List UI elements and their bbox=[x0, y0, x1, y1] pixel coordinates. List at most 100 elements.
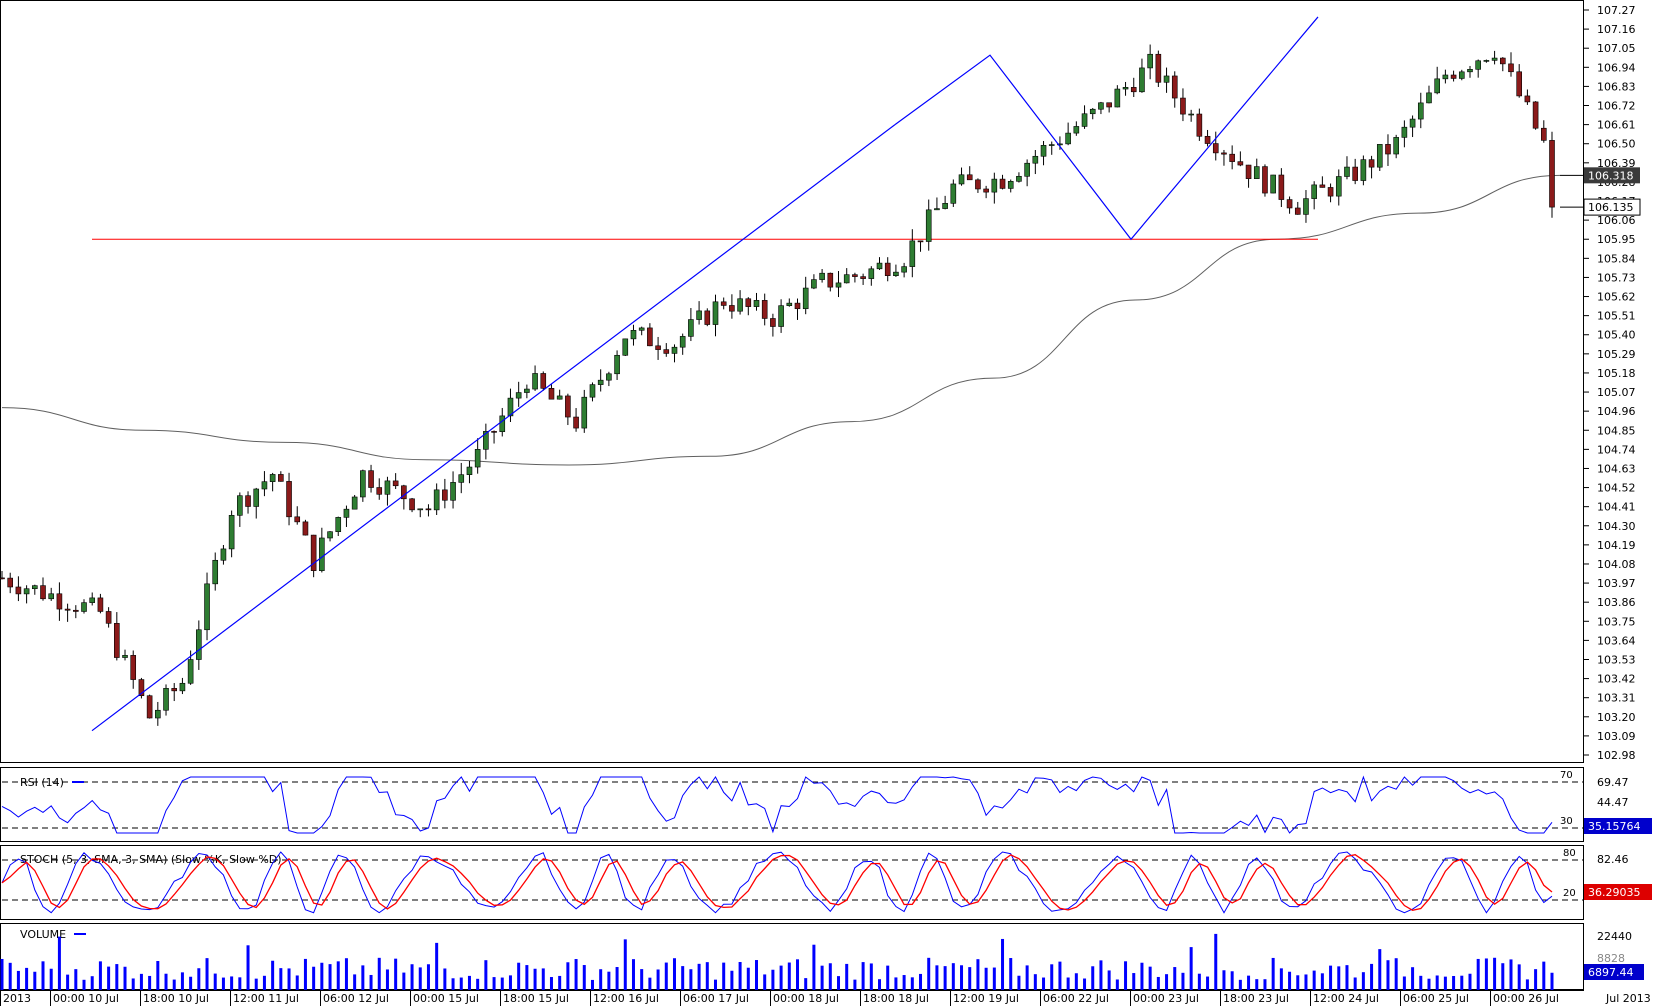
candle bbox=[663, 343, 670, 357]
candle-body bbox=[1303, 198, 1309, 215]
candle bbox=[179, 677, 186, 695]
volume-bar bbox=[1394, 958, 1398, 990]
price-tick-label: 107.16 bbox=[1597, 23, 1636, 36]
candle-body bbox=[835, 282, 842, 288]
price-tick-label: 104.52 bbox=[1597, 482, 1636, 495]
candle bbox=[474, 438, 481, 474]
candle-body bbox=[876, 262, 883, 270]
candle-body bbox=[868, 268, 875, 279]
price-tick-label: 104.30 bbox=[1597, 520, 1636, 533]
candle bbox=[1204, 129, 1211, 147]
candle bbox=[32, 584, 38, 595]
price-tick-label: 106.72 bbox=[1597, 100, 1636, 113]
candle-body bbox=[565, 395, 571, 418]
candle-body bbox=[278, 474, 284, 482]
price-tick-label: 105.95 bbox=[1597, 233, 1636, 246]
price-tick-label: 107.05 bbox=[1597, 42, 1636, 55]
candle-body bbox=[425, 508, 432, 511]
candle-body bbox=[1516, 71, 1522, 97]
candle bbox=[991, 172, 998, 204]
candle-body bbox=[1262, 166, 1268, 194]
volume-bar bbox=[1033, 974, 1037, 990]
volume-bar bbox=[1484, 958, 1488, 990]
volume-bar bbox=[1476, 958, 1480, 990]
candle bbox=[622, 338, 629, 357]
candle bbox=[1032, 149, 1039, 175]
candle-body bbox=[286, 481, 292, 518]
last-price-tag: 106.135 bbox=[1560, 198, 1641, 216]
candle bbox=[1278, 168, 1285, 207]
candle-body bbox=[597, 379, 604, 385]
candle bbox=[524, 384, 530, 399]
volume-bar bbox=[697, 963, 701, 990]
moving-average-line bbox=[1, 174, 1561, 466]
volume-bar bbox=[1009, 958, 1013, 990]
candle-body bbox=[1327, 187, 1334, 197]
volume-bar bbox=[796, 959, 800, 990]
volume-bar bbox=[845, 963, 849, 990]
candle-body bbox=[1204, 135, 1211, 144]
candle bbox=[1409, 115, 1416, 138]
candle bbox=[360, 469, 366, 502]
candle-body bbox=[433, 489, 440, 511]
price-tick-label: 103.53 bbox=[1597, 653, 1636, 666]
candle-body bbox=[97, 597, 104, 612]
volume-bar bbox=[1419, 975, 1423, 990]
candle-body bbox=[1376, 144, 1383, 168]
volume-bar bbox=[139, 973, 143, 990]
volume-bar bbox=[1509, 959, 1513, 990]
price-tick-label: 105.51 bbox=[1597, 310, 1636, 323]
candle-body bbox=[622, 338, 629, 356]
volume-bar bbox=[623, 939, 627, 990]
candle-body bbox=[73, 609, 79, 612]
price-tick-label: 106.83 bbox=[1597, 80, 1636, 93]
candle bbox=[638, 326, 645, 336]
volume-bar bbox=[1493, 957, 1497, 990]
candle bbox=[499, 407, 506, 437]
candle-body bbox=[155, 709, 161, 719]
candle-body bbox=[1426, 92, 1432, 104]
volume-bar bbox=[1468, 973, 1472, 990]
candle bbox=[376, 478, 383, 500]
volume-bar bbox=[1304, 974, 1308, 990]
volume-bar bbox=[1296, 975, 1300, 990]
candle bbox=[893, 264, 899, 277]
candle-body bbox=[1344, 166, 1350, 177]
candle bbox=[942, 195, 948, 210]
time-tick-label: 18:00 18 Jul bbox=[863, 992, 929, 1005]
candle bbox=[794, 298, 801, 320]
volume-bar bbox=[492, 977, 496, 990]
candle bbox=[958, 167, 965, 186]
volume-bar bbox=[402, 972, 406, 990]
candle-body bbox=[294, 516, 301, 523]
volume-bar bbox=[541, 968, 545, 990]
volume-bar bbox=[590, 979, 594, 990]
candle bbox=[1352, 158, 1358, 185]
volume-bar bbox=[713, 979, 717, 990]
panel-frames bbox=[0, 0, 1584, 990]
candle bbox=[597, 369, 604, 392]
volume-bar bbox=[951, 963, 955, 990]
candle bbox=[155, 701, 161, 726]
volume-bar bbox=[303, 958, 307, 990]
volume-bar bbox=[1279, 968, 1283, 990]
rsi-level-70-label: 70 bbox=[1560, 770, 1573, 781]
candle-body bbox=[1155, 53, 1162, 83]
candle-body bbox=[179, 682, 186, 692]
candle-body bbox=[770, 318, 776, 327]
volume-bar bbox=[722, 962, 726, 990]
volume-bar bbox=[1402, 976, 1406, 990]
candle bbox=[1434, 66, 1440, 95]
candle-body bbox=[638, 327, 645, 331]
rsi-value-label: 35.15764 bbox=[1588, 820, 1641, 833]
candle bbox=[7, 572, 14, 594]
candle bbox=[1040, 140, 1047, 166]
candle bbox=[1089, 107, 1096, 120]
candle-body bbox=[737, 298, 743, 312]
candle-body bbox=[368, 470, 374, 488]
candle-body bbox=[64, 608, 71, 611]
volume-bar bbox=[394, 958, 398, 990]
volume-bar bbox=[828, 963, 832, 990]
candle-body bbox=[442, 489, 448, 501]
candle bbox=[1475, 59, 1481, 78]
